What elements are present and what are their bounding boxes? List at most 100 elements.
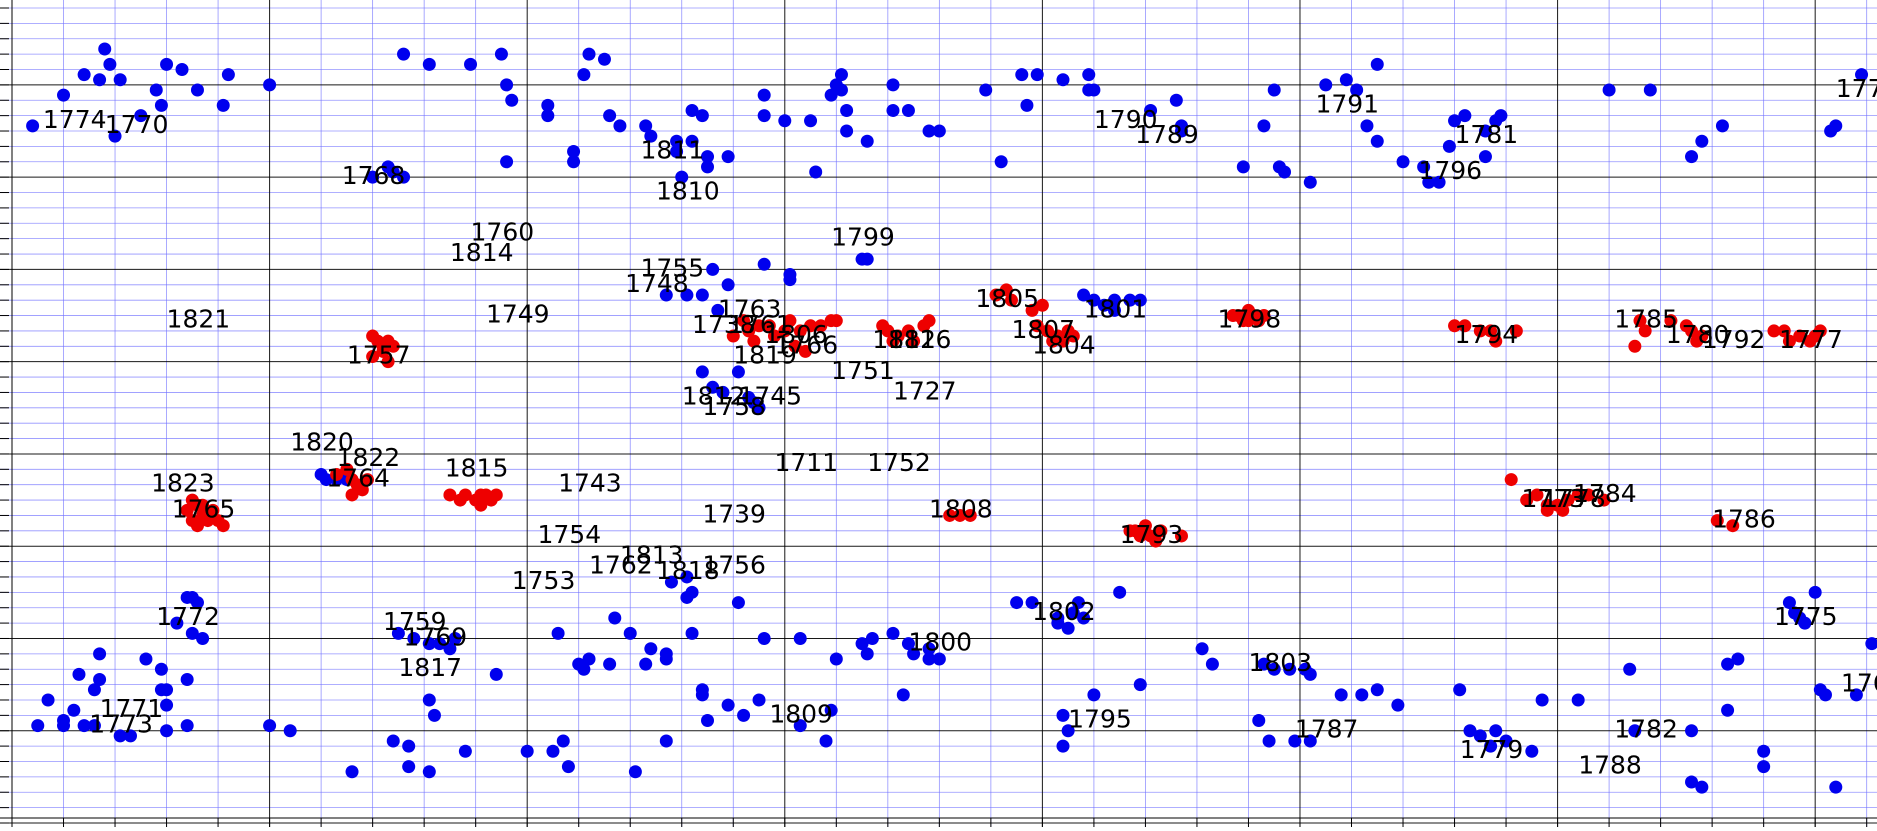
- year-label: 1768: [342, 161, 406, 190]
- red-data-point: [829, 314, 843, 328]
- red-data-point: [1030, 319, 1044, 333]
- year-label: 1761: [728, 310, 792, 339]
- year-label: 1790: [1094, 105, 1158, 134]
- blue-data-point: [819, 734, 833, 748]
- blue-data-point: [397, 170, 411, 184]
- blue-data-point: [659, 288, 673, 302]
- blue-data-point: [427, 708, 441, 722]
- blue-data-point: [1463, 724, 1477, 738]
- blue-data-point: [701, 160, 715, 174]
- year-label: 1799: [831, 223, 895, 252]
- blue-data-point: [623, 626, 637, 640]
- blue-data-point: [1051, 616, 1065, 630]
- blue-data-point: [757, 88, 771, 102]
- blue-data-point: [1855, 68, 1869, 82]
- blue-data-point: [922, 124, 936, 138]
- blue-data-point: [1602, 83, 1616, 97]
- blue-data-point: [680, 288, 694, 302]
- blue-data-point: [793, 631, 807, 645]
- blue-data-point: [721, 150, 735, 164]
- red-data-point: [1561, 493, 1575, 507]
- year-label: 1773: [89, 710, 153, 739]
- blue-data-point: [757, 257, 771, 271]
- blue-data-point: [613, 119, 627, 133]
- blue-data-point: [1133, 293, 1147, 307]
- blue-data-point: [154, 98, 168, 112]
- blue-data-point: [1721, 703, 1735, 717]
- blue-data-point: [1144, 104, 1158, 118]
- blue-data-point: [901, 104, 915, 118]
- blue-data-point: [778, 114, 792, 128]
- year-label: 1802: [1032, 597, 1096, 626]
- blue-data-point: [1077, 611, 1091, 625]
- red-data-point: [793, 324, 807, 338]
- year-label: 1813: [620, 540, 684, 569]
- blue-data-point: [922, 642, 936, 656]
- blue-data-point: [175, 63, 189, 77]
- blue-data-point: [1257, 119, 1271, 133]
- blue-data-point: [1262, 734, 1276, 748]
- blue-data-point: [160, 57, 174, 71]
- blue-data-point: [1757, 760, 1771, 774]
- red-data-point: [376, 344, 390, 358]
- year-label: 1759: [383, 607, 447, 636]
- blue-data-point: [1478, 124, 1492, 138]
- blue-data-point: [1174, 119, 1188, 133]
- red-data-point: [1710, 514, 1724, 528]
- blue-data-point: [901, 637, 915, 651]
- red-data-point: [999, 283, 1013, 297]
- year-label: 1775: [1774, 602, 1838, 631]
- blue-data-point: [860, 134, 874, 148]
- blue-data-point: [1061, 621, 1075, 635]
- year-label: 1738: [692, 310, 756, 339]
- blue-data-point: [170, 616, 184, 630]
- red-data-point: [1504, 473, 1518, 487]
- blue-data-point: [1360, 119, 1374, 133]
- red-data-point: [345, 488, 359, 502]
- red-data-point: [1777, 324, 1791, 338]
- blue-data-point: [1030, 68, 1044, 82]
- blue-data-point: [1077, 288, 1091, 302]
- blue-data-point: [840, 124, 854, 138]
- blue-data-point: [932, 652, 946, 666]
- year-label: 1755: [641, 253, 705, 282]
- blue-data-point: [180, 719, 194, 733]
- blue-data-point: [1808, 585, 1822, 599]
- blue-data-point: [1494, 109, 1508, 123]
- blue-data-point: [216, 98, 230, 112]
- blue-data-point: [783, 273, 797, 287]
- blue-data-point: [561, 760, 575, 774]
- blue-data-point: [855, 637, 869, 651]
- year-label: 1817: [398, 653, 462, 682]
- blue-data-point: [391, 626, 405, 640]
- blue-data-point: [1489, 724, 1503, 738]
- year-label: 1769: [404, 622, 468, 651]
- red-data-point: [1556, 503, 1570, 517]
- year-label: 1771: [100, 694, 164, 723]
- blue-data-point: [840, 104, 854, 118]
- year-label: 1765: [172, 494, 236, 523]
- blue-data-point: [1334, 688, 1348, 702]
- red-data-point: [458, 488, 472, 502]
- blue-data-point: [824, 703, 838, 717]
- year-label: 1756: [702, 551, 766, 580]
- blue-data-point: [520, 744, 534, 758]
- year-label: 1820: [290, 428, 354, 457]
- blue-data-point: [1643, 83, 1657, 97]
- year-label: 1752: [867, 448, 931, 477]
- blue-data-point: [319, 473, 333, 487]
- year-label: 177: [1836, 74, 1877, 103]
- year-label: 1803: [1248, 648, 1312, 677]
- blue-data-point: [886, 104, 900, 118]
- year-label: 1814: [450, 238, 514, 267]
- red-data-point: [1041, 324, 1055, 338]
- blue-data-point: [1417, 160, 1431, 174]
- blue-data-point: [922, 652, 936, 666]
- year-label: 1749: [486, 300, 550, 329]
- blue-data-point: [98, 42, 112, 56]
- red-data-point: [762, 319, 776, 333]
- blue-data-point: [1525, 744, 1539, 758]
- year-label: 1798: [1218, 305, 1282, 334]
